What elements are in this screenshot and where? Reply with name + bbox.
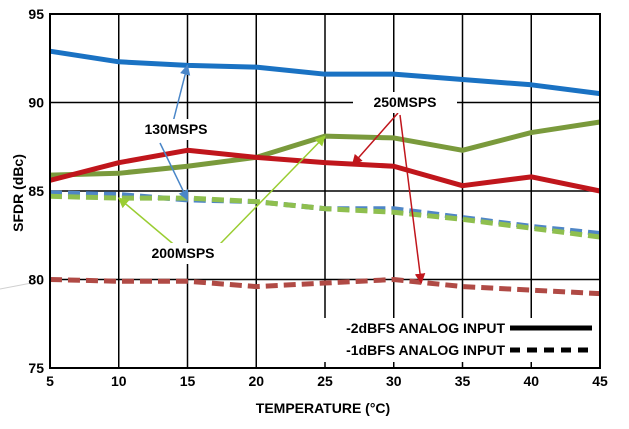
series-line-250msps-dashed (49, 277, 601, 297)
x-tick-label-7: 40 (523, 373, 539, 389)
x-tick-label-1: 10 (111, 373, 127, 389)
annotation-labels: 130MSPS 200MSPS 250MSPS (124, 92, 457, 264)
annotation-arrow-130msps-0 (171, 64, 191, 127)
x-tick-label-6: 35 (455, 373, 471, 389)
annotation-label-250msps: 250MSPS (373, 94, 436, 110)
y-tick-label-1: 80 (28, 272, 44, 288)
annotation-arrow-250msps-1 (399, 114, 426, 285)
series-line-250msps-solid (49, 147, 601, 194)
x-tick-label-8: 45 (592, 373, 608, 389)
y-tick-label-2: 85 (28, 183, 44, 199)
legend: -2dBFS ANALOG INPUT -1dBFS ANALOG INPUT (280, 318, 600, 362)
annotation-arrows (117, 64, 426, 285)
grid (49, 13, 601, 369)
legend-box (280, 318, 600, 362)
x-tick-label-5: 30 (386, 373, 402, 389)
annotation-label-bg-200msps (131, 243, 235, 264)
dashed-guide-line (0, 280, 43, 290)
plot-border (49, 13, 601, 369)
tick-labels: 5 10 15 20 25 30 35 40 45 75 80 85 90 95 (28, 6, 608, 389)
x-tick-label-0: 5 (46, 373, 54, 389)
legend-label-solid: -2dBFS ANALOG INPUT (346, 320, 505, 336)
annotation-label-bg-130msps (124, 119, 228, 140)
x-axis-label: TEMPERATURE (°C) (256, 400, 390, 416)
y-tick-label-0: 75 (28, 360, 44, 376)
annotation-arrow-200msps-1 (219, 135, 326, 245)
legend-label-dashed: -1dBFS ANALOG INPUT (346, 342, 505, 358)
annotation-label-130msps: 130MSPS (144, 121, 207, 137)
y-axis-label: SFDR (dBc) (10, 154, 26, 232)
annotation-label-bg-250msps (353, 92, 457, 113)
x-tick-label-4: 25 (317, 373, 333, 389)
y-tick-label-4: 95 (28, 6, 44, 22)
y-tick-label-3: 90 (28, 95, 44, 111)
series-line-130msps-solid (49, 48, 601, 97)
annotation-label-200msps: 200MSPS (151, 245, 214, 261)
annotation-arrow-200msps-0 (117, 197, 179, 249)
x-tick-label-2: 15 (180, 373, 196, 389)
annotation-arrow-130msps-1 (159, 142, 189, 201)
series-line-200msps-dashed (49, 193, 601, 240)
annotation-arrow-250msps-0 (351, 112, 399, 166)
x-tick-label-3: 20 (248, 373, 264, 389)
